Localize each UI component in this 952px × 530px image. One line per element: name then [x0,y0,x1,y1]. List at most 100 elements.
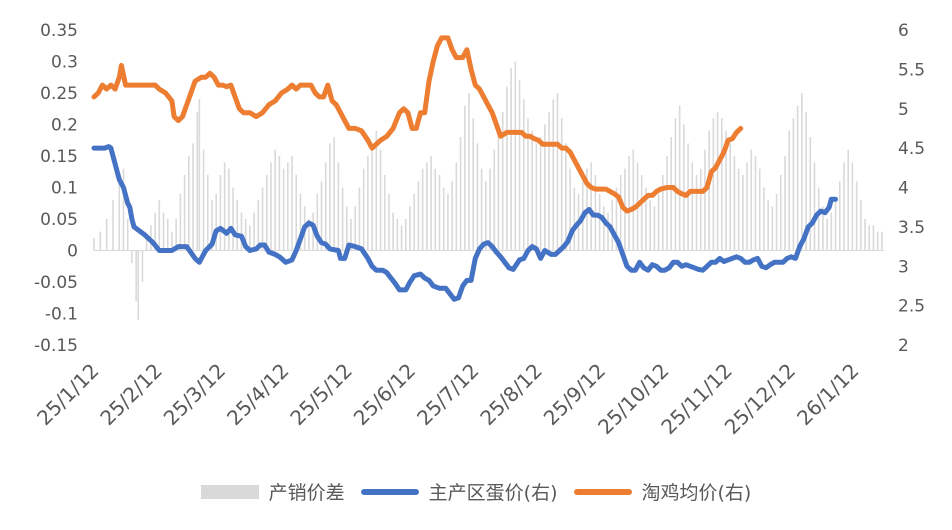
spread-bar [514,61,517,251]
spread-bar [175,219,177,251]
spread-bar [615,187,618,251]
left-tick-label: 0.1 [51,179,78,199]
spread-bar [430,156,432,251]
spread-bar [447,193,449,251]
spread-bar [413,193,416,251]
spread-bar [826,219,828,251]
spread-bar [274,149,276,251]
spread-bar [619,174,622,251]
spread-bar [809,137,812,251]
spread-bar [228,168,230,251]
spread-bar [598,193,601,251]
spread-bar [729,143,732,251]
left-tick-label: 0.25 [40,84,78,104]
spread-bar [392,212,394,251]
spread-bar [118,174,121,251]
spread-bar [834,200,837,251]
spread-bar [131,250,133,264]
spread-bar [763,187,765,251]
spread-bar [881,231,883,251]
spread-bar [282,168,285,251]
spread-bar [485,181,487,251]
spread-bar [573,187,576,251]
left-tick-label: 0 [67,242,78,262]
spread-bar [838,181,841,251]
spread-bar [188,156,190,251]
left-tick-label: 0.3 [51,53,78,73]
spread-bar [346,206,348,251]
spread-bar [154,212,156,251]
spread-bar [822,206,824,251]
legend-item-egg-price: 主产区蛋价(右) [360,478,558,505]
spread-bar [421,168,424,251]
spread-bar [683,124,685,251]
spread-bar [137,250,140,320]
spread-bar [662,174,664,251]
x-tick-label: 25/4/12 [222,359,293,430]
spread-bar [468,93,470,251]
spread-bar [295,174,298,251]
left-tick-label: 0.15 [40,147,78,167]
spread-bar [569,168,571,251]
spread-bar [493,149,496,251]
spread-bar [206,174,209,251]
right-tick-label: 6 [898,21,909,41]
spread-bar [451,181,453,251]
spread-bar [105,219,108,251]
spread-bar [876,231,879,251]
spread-bar [135,250,137,301]
spread-bar [112,200,114,251]
spread-bar [720,118,723,251]
spread-bar [535,143,538,251]
spread-bar [771,206,774,251]
spread-bar [257,200,260,251]
x-tick-label: 25/7/12 [412,359,483,430]
spread-bar [640,174,643,251]
spread-bar [552,99,555,251]
spread-bar [590,162,592,251]
spread-bar [506,86,508,251]
spread-bar [725,130,727,251]
spread-bar [674,118,677,251]
spread-bar [316,193,319,251]
spread-bar [480,168,483,251]
x-tick-label: 25/1/12 [32,359,103,430]
spread-bar [202,149,205,251]
spread-bar [379,149,382,251]
spread-bar [678,105,681,251]
spread-bar [666,156,668,251]
spread-bar [716,111,719,251]
x-tick-label: 26/1/12 [792,359,863,430]
spread-bar [742,174,744,251]
spread-bar [737,168,740,251]
spread-bar [409,206,411,251]
spread-bar [801,93,803,251]
left-axis-ticks: 0.35 0.3 0.25 0.2 0.15 0.1 0.05 0 -0.05 -0.1 -0.15 [34,21,78,356]
spread-bar [860,200,862,251]
spread-bar [400,225,403,251]
spread-bar [611,200,614,251]
spread-bar [463,105,466,251]
spread-bar [270,162,272,251]
spread-bar [329,143,331,251]
spread-bar [333,137,335,251]
spread-bar [813,162,816,251]
spread-bar [350,219,352,251]
spread-bar [695,174,698,251]
spread-bar [750,149,753,251]
spread-bar [708,130,710,251]
spread-bar [232,187,234,251]
spread-bar [426,162,428,251]
spread-bar [162,212,165,251]
spread-bar [758,168,761,251]
legend: 产销价差 主产区蛋价(右) 淘鸡均价(右) [0,478,952,505]
left-tick-label: 0.35 [40,21,78,41]
spread-bar [779,174,782,251]
right-tick-label: 2 [898,336,909,356]
spread-bar [166,219,169,251]
spread-bar [291,156,293,251]
right-tick-label: 5.5 [898,60,925,80]
spread-bar [847,149,849,251]
spread-bar [324,162,327,251]
x-tick-label: 25/8/12 [475,359,546,430]
